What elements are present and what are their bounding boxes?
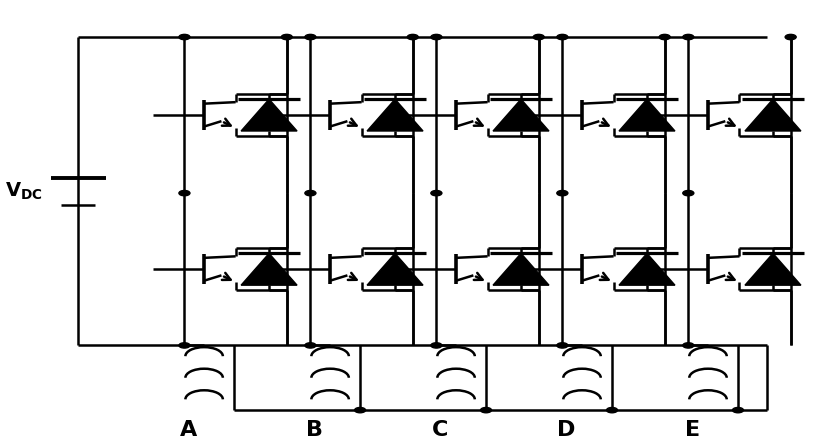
Text: B: B <box>306 420 323 440</box>
Circle shape <box>607 408 617 413</box>
Text: $\mathbf{V_{DC}}$: $\mathbf{V_{DC}}$ <box>5 181 43 202</box>
Circle shape <box>431 343 442 348</box>
Circle shape <box>557 34 568 40</box>
Circle shape <box>305 34 316 40</box>
Circle shape <box>179 343 190 348</box>
Circle shape <box>179 190 190 196</box>
Circle shape <box>683 190 694 196</box>
Circle shape <box>659 34 670 40</box>
Circle shape <box>683 343 694 348</box>
Text: C: C <box>432 420 448 440</box>
Polygon shape <box>241 253 297 285</box>
Polygon shape <box>493 253 549 285</box>
Text: E: E <box>685 420 699 440</box>
Circle shape <box>407 34 418 40</box>
Circle shape <box>533 34 544 40</box>
Circle shape <box>305 343 316 348</box>
Circle shape <box>480 408 492 413</box>
Circle shape <box>431 34 442 40</box>
Polygon shape <box>241 99 297 131</box>
Circle shape <box>179 34 190 40</box>
Polygon shape <box>493 99 549 131</box>
Polygon shape <box>745 99 801 131</box>
Circle shape <box>282 34 292 40</box>
Text: D: D <box>557 420 576 440</box>
Circle shape <box>557 190 568 196</box>
Circle shape <box>732 408 744 413</box>
Polygon shape <box>619 99 675 131</box>
Circle shape <box>785 34 796 40</box>
Text: A: A <box>180 420 197 440</box>
Circle shape <box>683 34 694 40</box>
Circle shape <box>557 343 568 348</box>
Circle shape <box>431 190 442 196</box>
Circle shape <box>355 408 365 413</box>
Polygon shape <box>367 99 423 131</box>
Circle shape <box>305 190 316 196</box>
Polygon shape <box>745 253 801 285</box>
Polygon shape <box>619 253 675 285</box>
Polygon shape <box>367 253 423 285</box>
